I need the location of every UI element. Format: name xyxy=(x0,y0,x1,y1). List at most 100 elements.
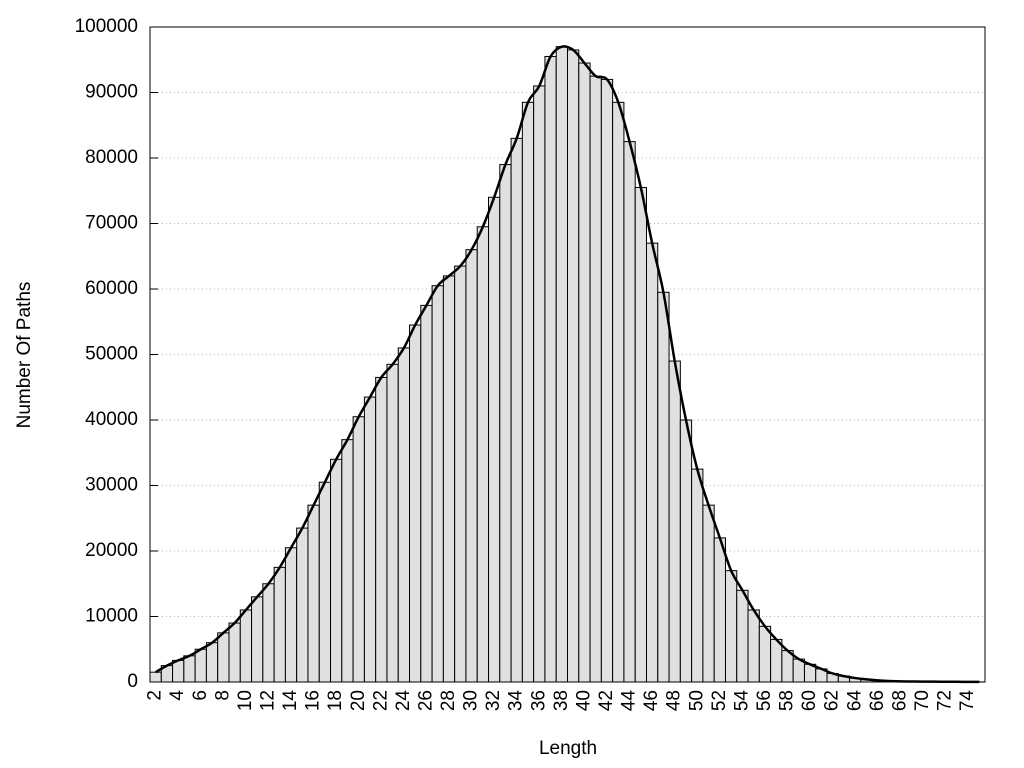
y-tick-label: 50000 xyxy=(85,344,138,365)
bar xyxy=(454,265,467,683)
bar xyxy=(386,363,399,683)
x-tick-label: 22 xyxy=(370,690,391,711)
y-axis-label: Number Of Paths xyxy=(14,282,35,429)
bar xyxy=(567,49,580,683)
y-tick-label: 70000 xyxy=(85,213,138,234)
x-tick-label: 14 xyxy=(280,690,301,712)
bar xyxy=(284,547,298,683)
bar xyxy=(217,632,230,683)
y-tick-label: 40000 xyxy=(85,409,138,430)
bar xyxy=(770,638,783,683)
bar xyxy=(589,75,602,683)
x-tick-label: 2 xyxy=(145,690,166,701)
x-tick-label: 44 xyxy=(619,690,640,712)
bar xyxy=(183,655,196,683)
bar xyxy=(724,570,738,683)
bar xyxy=(341,439,354,683)
bar xyxy=(465,249,478,683)
y-tick-label: 80000 xyxy=(85,147,138,168)
bar xyxy=(533,85,546,683)
bar xyxy=(691,468,704,683)
bar xyxy=(736,589,749,683)
x-tick-label: 66 xyxy=(867,690,888,711)
bar xyxy=(668,360,681,683)
x-tick-label: 52 xyxy=(709,690,730,711)
x-tick-label: 18 xyxy=(325,690,346,711)
plot-frame xyxy=(149,26,986,683)
bar xyxy=(612,101,625,683)
x-tick-label: 68 xyxy=(889,690,910,711)
bar xyxy=(645,242,659,683)
x-tick-label: 42 xyxy=(596,690,617,711)
bar xyxy=(521,101,535,683)
bar xyxy=(747,609,760,683)
bar xyxy=(363,396,377,683)
x-tick-label: 4 xyxy=(167,690,188,701)
x-tick-label: 50 xyxy=(686,690,707,711)
x-tick-label: 70 xyxy=(912,690,933,711)
bar xyxy=(702,504,715,683)
x-tick-label: 12 xyxy=(257,690,278,711)
bar xyxy=(307,504,320,683)
x-tick-label: 30 xyxy=(461,690,482,711)
bar xyxy=(420,304,433,683)
y-tick-label: 0 xyxy=(127,671,138,692)
y-tick-label: 100000 xyxy=(75,16,138,37)
y-tick-label: 10000 xyxy=(85,606,138,627)
x-tick-label: 38 xyxy=(551,690,572,711)
bar xyxy=(679,419,693,683)
x-tick-label: 8 xyxy=(212,690,233,701)
x-axis-label: Length xyxy=(539,738,597,759)
bar xyxy=(397,347,411,683)
bar xyxy=(476,226,490,683)
smooth-line xyxy=(155,45,980,684)
bar xyxy=(544,55,557,683)
x-tick-label: 16 xyxy=(303,690,324,711)
bar xyxy=(657,291,670,683)
x-tick-label: 28 xyxy=(438,690,459,711)
x-tick-label: 6 xyxy=(190,690,211,701)
bar xyxy=(318,481,332,683)
bar xyxy=(375,376,388,683)
y-tick-label: 90000 xyxy=(85,82,138,103)
x-tick-label: 58 xyxy=(777,690,798,711)
x-tick-label: 46 xyxy=(641,690,662,711)
bar xyxy=(510,137,523,683)
bar xyxy=(431,285,444,683)
x-tick-label: 48 xyxy=(664,690,685,711)
x-tick-label: 20 xyxy=(348,690,369,711)
bar xyxy=(296,527,309,683)
x-tick-label: 56 xyxy=(754,690,775,711)
bar xyxy=(634,186,647,683)
bar xyxy=(409,324,422,683)
bar xyxy=(499,164,512,683)
x-tick-label: 34 xyxy=(506,690,527,712)
bar xyxy=(251,596,264,683)
bar xyxy=(713,537,726,683)
x-tick-label: 10 xyxy=(235,690,256,711)
y-tick-label: 60000 xyxy=(85,278,138,299)
bar xyxy=(488,196,501,683)
x-tick-label: 62 xyxy=(822,690,843,711)
bar xyxy=(262,583,275,683)
bar xyxy=(205,642,219,683)
bar xyxy=(623,141,636,683)
bar xyxy=(758,625,772,683)
x-tick-label: 40 xyxy=(573,690,594,711)
x-tick-label: 74 xyxy=(957,690,978,712)
x-tick-label: 26 xyxy=(415,690,436,711)
x-tick-label: 72 xyxy=(935,690,956,711)
y-tick-label: 30000 xyxy=(85,475,138,496)
bar xyxy=(600,78,614,683)
bar xyxy=(228,622,241,683)
bar xyxy=(149,671,162,683)
x-tick-label: 64 xyxy=(844,690,865,712)
bar xyxy=(239,609,253,683)
bar xyxy=(194,648,207,683)
bar xyxy=(442,275,456,683)
x-tick-label: 60 xyxy=(799,690,820,711)
bar xyxy=(330,458,343,683)
x-tick-label: 36 xyxy=(528,690,549,711)
bar xyxy=(172,659,185,683)
